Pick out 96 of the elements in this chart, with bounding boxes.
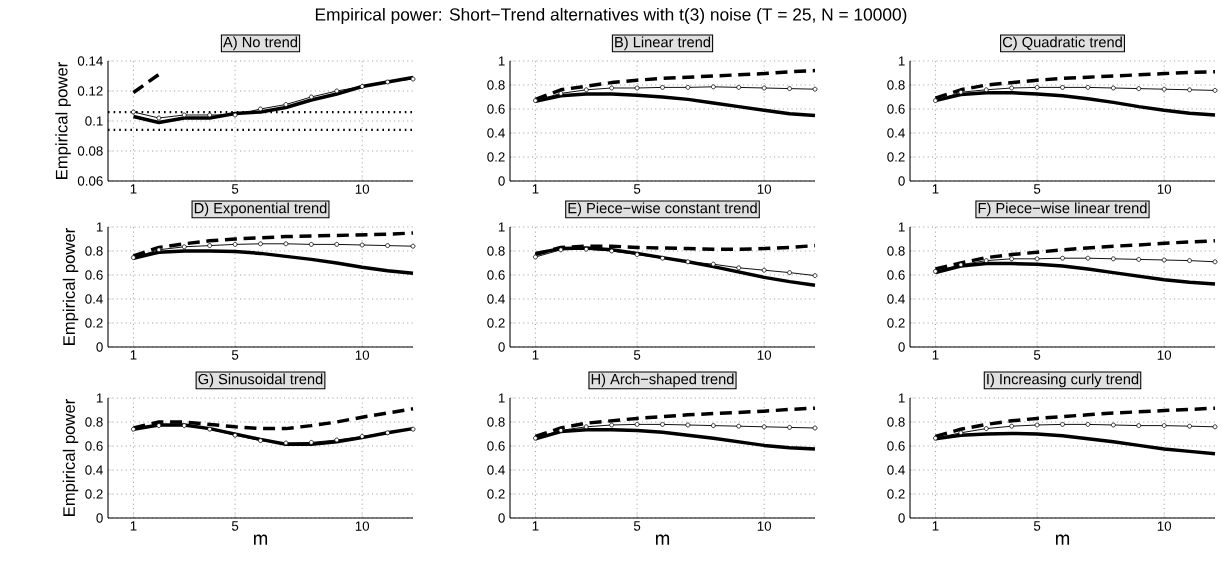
y-tick-label: 0.2 [887, 489, 905, 499]
y-tick-label: 0.6 [887, 441, 905, 451]
y-tick-label: 0.2 [887, 318, 905, 328]
x-tick-label: 1 [130, 521, 137, 531]
y-tick-label: 1 [898, 393, 905, 403]
y-tick-label: 0.8 [887, 246, 905, 256]
y-tick-label: 0.4 [85, 465, 103, 475]
y-tick-label: 0 [96, 342, 103, 352]
chart-title: E) Piece−wise constant trend [568, 202, 757, 217]
y-tick-label: 1 [498, 393, 505, 403]
x-axis-title: m [1055, 534, 1070, 545]
x-tick-label: 1 [532, 184, 539, 194]
chart-title: H) Arch−shaped trend [591, 373, 734, 388]
y-tick-label: 0.8 [85, 417, 103, 427]
y-tick-label: 0 [498, 176, 505, 186]
x-axis-title: m [253, 534, 268, 545]
y-tick-label: 0.14 [77, 56, 103, 66]
y-tick-label: 0.2 [487, 152, 505, 162]
chart-title: B) Linear trend [615, 36, 711, 51]
y-tick-label: 0 [898, 176, 905, 186]
x-tick-label: 10 [757, 350, 772, 360]
x-tick-label: 5 [1033, 350, 1041, 360]
y-tick-label: 0.6 [85, 270, 103, 280]
y-tick-label: 1 [498, 222, 505, 232]
y-tick-label: 0.2 [487, 318, 505, 328]
x-axis-title: m [655, 534, 670, 545]
x-tick-label: 10 [757, 184, 772, 194]
x-tick-label: 5 [1033, 521, 1041, 531]
x-tick-label: 1 [130, 184, 137, 194]
chart-title: I) Increasing curly trend [987, 373, 1139, 388]
y-tick-label: 0.4 [487, 128, 505, 138]
x-tick-label: 1 [932, 350, 939, 360]
x-tick-label: 1 [932, 184, 939, 194]
y-tick-label: 0 [96, 513, 103, 523]
text: Empirical power: Short−Trend alternatives with t(3) noise (T = 25, N = 10000) [315, 7, 907, 25]
y-axis-title: Empirical power [62, 399, 79, 516]
x-tick-label: 1 [932, 521, 939, 531]
x-tick-label: 5 [231, 350, 239, 360]
y-tick-label: 0.6 [887, 104, 905, 114]
x-tick-label: 10 [757, 521, 772, 531]
chart-title: D) Exponential trend [194, 202, 327, 217]
y-tick-label: 0 [898, 513, 905, 523]
x-tick-label: 5 [633, 521, 641, 531]
y-tick-label: 0 [498, 342, 505, 352]
y-tick-label: 1 [96, 393, 103, 403]
x-tick-label: 5 [633, 184, 641, 194]
y-tick-label: 0.4 [887, 128, 905, 138]
chart-title: G) Sinusoidal trend [198, 373, 323, 388]
y-tick-label: 0.2 [85, 489, 103, 499]
y-axis-title: Empirical power [55, 62, 71, 179]
chart-title: A) No trend [223, 36, 298, 51]
x-tick-label: 10 [1157, 184, 1172, 194]
y-tick-label: 0.2 [85, 318, 103, 328]
chart-title: C) Quadratic trend [1002, 36, 1122, 51]
y-tick-label: 0.8 [487, 246, 505, 256]
y-tick-label: 0.4 [487, 465, 505, 475]
y-tick-label: 0.08 [77, 146, 103, 156]
x-tick-label: 5 [231, 521, 239, 531]
y-tick-label: 0.8 [487, 80, 505, 90]
y-tick-label: 0.8 [887, 80, 905, 90]
y-tick-label: 0.6 [487, 104, 505, 114]
y-tick-label: 0 [498, 513, 505, 523]
x-tick-label: 10 [355, 184, 370, 194]
y-tick-label: 0.6 [887, 270, 905, 280]
y-tick-label: 0.6 [487, 270, 505, 280]
y-tick-label: 0.6 [85, 441, 103, 451]
y-tick-label: 0.4 [887, 294, 905, 304]
x-tick-label: 5 [231, 184, 239, 194]
y-axis-title: Empirical power [62, 228, 79, 345]
y-tick-label: 0.2 [487, 489, 505, 499]
y-tick-label: 0.4 [487, 294, 505, 304]
y-tick-label: 1 [898, 222, 905, 232]
x-tick-label: 5 [633, 350, 641, 360]
y-tick-label: 0.06 [77, 176, 103, 186]
y-tick-label: 0.6 [487, 441, 505, 451]
x-tick-label: 1 [130, 350, 137, 360]
y-tick-label: 1 [96, 222, 103, 232]
x-tick-label: 5 [1033, 184, 1041, 194]
y-tick-label: 0.4 [85, 294, 103, 304]
x-tick-label: 10 [355, 350, 370, 360]
y-tick-label: 0.8 [85, 246, 103, 256]
chart-title: F) Piece−wise linear trend [978, 202, 1147, 217]
y-tick-label: 0.1 [85, 116, 103, 126]
y-tick-label: 0.12 [77, 86, 103, 96]
y-tick-label: 0.2 [887, 152, 905, 162]
x-tick-label: 10 [1157, 350, 1172, 360]
x-tick-label: 1 [532, 350, 539, 360]
y-tick-label: 1 [898, 56, 905, 66]
x-tick-label: 1 [532, 521, 539, 531]
y-tick-label: 0.8 [487, 417, 505, 427]
y-tick-label: 1 [498, 56, 505, 66]
y-tick-label: 0.8 [887, 417, 905, 427]
y-tick-label: 0.4 [887, 465, 905, 475]
x-tick-label: 10 [1157, 521, 1172, 531]
y-tick-label: 0 [898, 342, 905, 352]
x-tick-label: 10 [355, 521, 370, 531]
